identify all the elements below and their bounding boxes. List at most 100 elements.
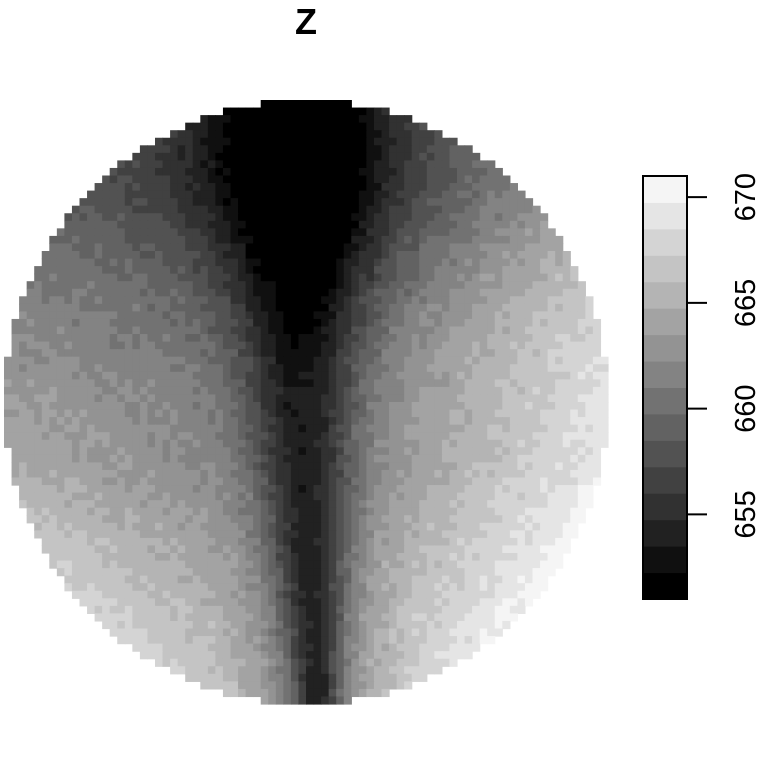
raster-cell: [457, 560, 466, 569]
raster-cell: [358, 303, 367, 312]
raster-cell: [185, 409, 194, 418]
raster-cell: [170, 432, 179, 441]
raster-cell: [509, 243, 518, 252]
raster-cell: [26, 462, 35, 471]
raster-cell: [215, 673, 224, 682]
raster-cell: [298, 364, 307, 373]
raster-cell: [41, 364, 50, 373]
raster-cell: [419, 334, 428, 343]
raster-cell: [177, 137, 186, 146]
raster-cell: [328, 643, 337, 652]
raster-cell: [524, 296, 534, 305]
raster-cell: [275, 605, 284, 614]
raster-cell: [192, 560, 201, 569]
raster-cell: [449, 575, 458, 584]
raster-cell: [479, 613, 488, 622]
raster-cell: [200, 394, 209, 403]
raster-cell: [185, 424, 194, 433]
raster-cell: [290, 205, 300, 214]
raster-cell: [524, 417, 534, 426]
raster-cell: [457, 575, 466, 584]
raster-cell: [87, 251, 96, 260]
raster-cell: [389, 462, 398, 471]
raster-cell: [366, 213, 375, 222]
raster-cell: [102, 454, 111, 463]
raster-cell: [170, 651, 179, 660]
raster-cell: [562, 507, 571, 516]
raster-cell: [411, 409, 420, 418]
raster-cell: [124, 447, 133, 456]
raster-cell: [426, 288, 435, 297]
raster-cell: [162, 620, 171, 630]
raster-cell: [132, 477, 141, 486]
raster-cell: [109, 213, 118, 222]
raster-cell: [464, 213, 473, 222]
raster-cell: [64, 394, 73, 403]
raster-cell: [71, 394, 81, 403]
raster-cell: [381, 258, 390, 267]
raster-cell: [328, 175, 337, 184]
raster-cell: [268, 515, 277, 524]
raster-cell: [502, 515, 511, 524]
raster-cell: [562, 447, 571, 456]
raster-cell: [192, 318, 201, 328]
raster-cell: [26, 469, 35, 479]
raster-cell: [389, 198, 398, 207]
raster-cell: [396, 386, 405, 396]
raster-cell: [434, 213, 443, 222]
raster-cell: [441, 183, 451, 192]
raster-cell: [321, 424, 330, 433]
raster-cell: [147, 462, 156, 471]
raster-cell: [313, 258, 322, 267]
raster-cell: [441, 553, 451, 562]
raster-cell: [268, 530, 277, 539]
raster-cell: [411, 183, 420, 192]
raster-cell: [419, 326, 428, 335]
raster-cell: [517, 530, 526, 539]
raster-cell: [238, 349, 247, 358]
raster-cell: [389, 160, 398, 169]
raster-cell: [275, 160, 284, 169]
raster-cell: [411, 598, 420, 607]
raster-cell: [313, 341, 322, 350]
raster-cell: [290, 371, 300, 380]
raster-cell: [200, 492, 209, 501]
raster-cell: [170, 356, 179, 365]
raster-cell: [185, 643, 194, 652]
raster-cell: [245, 515, 254, 524]
raster-cell: [215, 575, 224, 584]
raster-cell: [200, 137, 209, 146]
raster-cell: [577, 454, 586, 463]
raster-cell: [132, 439, 141, 448]
raster-cell: [336, 477, 345, 486]
raster-cell: [555, 386, 564, 396]
raster-cell: [64, 409, 73, 418]
raster-cell: [79, 258, 88, 267]
raster-cell: [321, 598, 330, 607]
raster-cell: [411, 288, 420, 297]
raster-cell: [441, 658, 451, 667]
raster-cell: [502, 605, 511, 614]
raster-cell: [494, 583, 503, 592]
raster-cell: [117, 537, 126, 547]
raster-cell: [260, 688, 269, 698]
raster-cell: [479, 605, 488, 614]
raster-cell: [547, 349, 556, 358]
raster-cell: [532, 500, 541, 509]
raster-cell: [366, 560, 375, 569]
raster-cell: [434, 296, 443, 305]
raster-cell: [245, 613, 254, 622]
raster-cell: [215, 145, 224, 154]
raster-cell: [509, 462, 518, 471]
raster-cell: [419, 228, 428, 237]
raster-cell: [426, 628, 435, 637]
raster-cell: [155, 590, 164, 599]
raster-cell: [419, 424, 428, 433]
raster-cell: [185, 477, 194, 486]
raster-cell: [502, 266, 511, 275]
raster-cell: [404, 183, 413, 192]
raster-cell: [268, 522, 277, 531]
raster-cell: [215, 485, 224, 494]
raster-cell: [479, 243, 488, 252]
raster-cell: [215, 500, 224, 509]
